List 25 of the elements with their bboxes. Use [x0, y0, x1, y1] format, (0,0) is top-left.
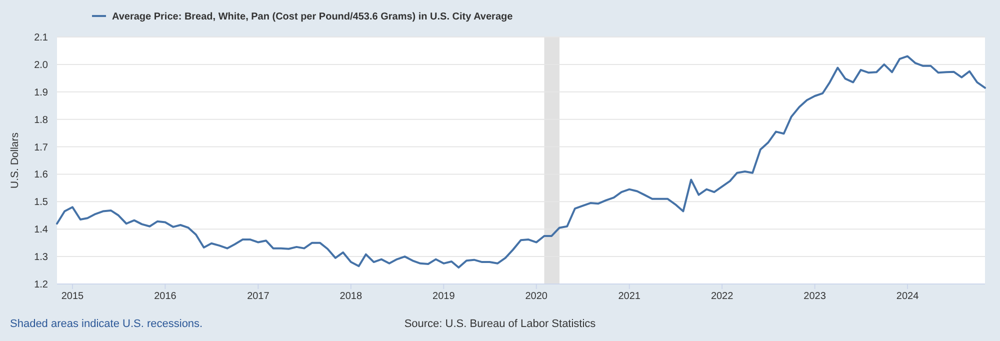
- x-tick-label: 2020: [525, 291, 548, 302]
- x-tick-label: 2015: [61, 291, 84, 302]
- x-tick-label: 2023: [804, 291, 826, 302]
- x-tick-label: 2019: [432, 291, 456, 302]
- x-tick-label: 2016: [154, 291, 177, 302]
- y-tick-label: 1.5: [34, 197, 48, 208]
- y-tick-label: 1.4: [34, 224, 48, 236]
- y-tick-label: 1.8: [34, 114, 48, 126]
- y-tick-label: 1.6: [34, 170, 48, 181]
- y-tick-label: 1.2: [34, 280, 48, 290]
- line-series: [56, 55, 986, 269]
- x-tick-label: 2018: [340, 291, 362, 302]
- text: Shaded areas indicate U.S. recessions.: [10, 318, 203, 330]
- legend-label: Average Price: Bread, White, Pan (Cost per Pound/453.6 Grams) in U.S. City Average: [112, 12, 514, 22]
- x-tick-label: 2024: [896, 291, 920, 302]
- y-tick-label: 1.9: [34, 87, 48, 98]
- x-tick-label: 2021: [618, 291, 641, 302]
- source-note: Source: U.S. Bureau of Labor Statistics: [404, 318, 596, 330]
- y-tick-label: 2.1: [34, 32, 48, 44]
- y-axis-title: U.S. Dollars: [9, 132, 21, 189]
- x-tick-label: 2017: [247, 291, 270, 302]
- y-tick-label: 1.3: [34, 252, 48, 264]
- x-tick-label: 2022: [710, 291, 734, 302]
- y-tick-label: 1.7: [34, 142, 48, 154]
- y-tick-label: 2.0: [34, 60, 48, 71]
